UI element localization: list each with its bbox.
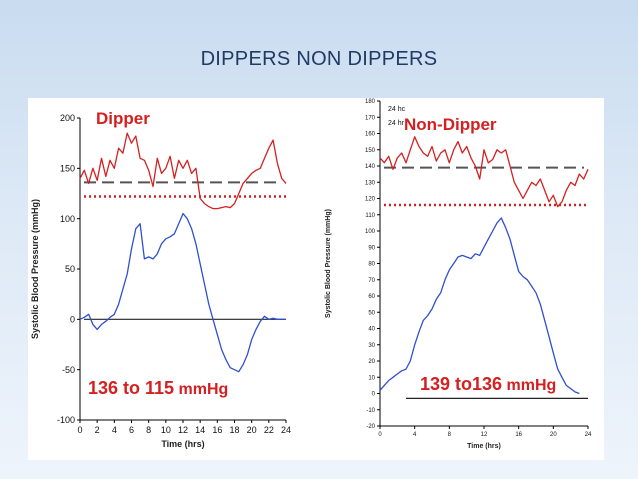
y-tick-label: 50: [65, 264, 75, 274]
y-tick-label: 150: [60, 163, 75, 173]
lower-series-line: [379, 217, 580, 395]
y-tick-label: 0: [372, 392, 376, 398]
x-tick-label: 14: [195, 425, 205, 435]
x-tick-label: 8: [146, 425, 151, 435]
x-tick-label: 6: [129, 425, 134, 435]
y-tick-label: 150: [365, 148, 376, 154]
legend-fragment: 24 hr: [388, 120, 405, 127]
y-tick-label: 20: [368, 359, 375, 365]
y-tick-label: -10: [366, 408, 375, 414]
y-tick-label: 170: [365, 115, 376, 121]
x-axis-title: Time (hrs): [467, 443, 501, 450]
bp-change-unit: mmHg: [502, 377, 556, 394]
x-tick-label: 4: [413, 432, 417, 438]
x-tick-label: 24: [585, 432, 592, 438]
x-tick-label: 24: [281, 425, 291, 435]
bp-change-unit: mmHg: [174, 381, 228, 398]
chart-label: Dipper: [96, 109, 150, 128]
x-tick-label: 4: [112, 425, 117, 435]
x-tick-label: 2: [95, 425, 100, 435]
y-tick-label: 180: [365, 99, 376, 105]
y-tick-label: -20: [366, 424, 375, 430]
y-tick-label: 200: [60, 113, 75, 123]
y-tick-label: 140: [365, 164, 376, 170]
x-tick-label: 12: [178, 425, 188, 435]
y-tick-label: -50: [62, 365, 75, 375]
chart-figure: -100 -50 0 50 100 150 200 0 2 4 6 8 10 12 14 16 18 20 22 24…: [28, 98, 604, 460]
y-tick-label: 10: [368, 375, 375, 381]
y-tick-label: 40: [368, 327, 375, 333]
x-tick-label: 22: [264, 425, 274, 435]
y-tick-label: 160: [365, 132, 376, 138]
y-tick-label: 60: [368, 294, 375, 300]
chart-panel-non-dipper: -20-100102030405060708090100110120130140…: [325, 99, 592, 450]
x-tick-label: 16: [515, 432, 522, 438]
y-tick-label: -100: [57, 415, 75, 425]
systolic-series-line: [79, 132, 287, 210]
bp-change-annotation: 136 to 115 mmHg: [88, 378, 228, 398]
x-tick-label: 8: [448, 432, 452, 438]
y-tick-label: 120: [365, 197, 376, 203]
systolic-series-line: [379, 136, 589, 208]
bp-change-value: 139 to136: [420, 374, 502, 394]
y-tick-label: 0: [70, 314, 75, 324]
bp-change-value: 136 to 115: [88, 378, 174, 398]
x-tick-label: 20: [550, 432, 557, 438]
y-tick-label: 100: [365, 229, 376, 235]
y-tick-label: 130: [365, 180, 376, 186]
lower-series-line: [79, 212, 286, 373]
y-axis-title: Systolic Blood Pressure (mmHg): [325, 209, 332, 318]
x-axis-title: Time (hrs): [161, 439, 204, 449]
legend-fragment: 24 hc: [388, 106, 406, 113]
x-tick-label: 18: [229, 425, 239, 435]
x-tick-label: 0: [77, 425, 82, 435]
y-tick-label: 30: [368, 343, 375, 349]
x-tick-label: 12: [481, 432, 488, 438]
y-tick-label: 90: [368, 245, 375, 251]
y-tick-label: 50: [368, 310, 375, 316]
y-axis-title: Systolic Blood Pressure (mmHg): [30, 199, 40, 339]
bp-change-annotation: 139 to136 mmHg: [420, 374, 556, 394]
chart-label: Non-Dipper: [404, 115, 497, 134]
x-tick-label: 0: [378, 432, 382, 438]
x-tick-label: 16: [212, 425, 222, 435]
x-tick-label: 20: [247, 425, 257, 435]
y-tick-label: 110: [365, 213, 375, 219]
y-tick-label: 70: [368, 278, 375, 284]
x-tick-label: 10: [161, 425, 171, 435]
y-tick-label: 100: [60, 214, 75, 224]
y-tick-label: 80: [368, 262, 375, 268]
slide-title: DIPPERS NON DIPPERS: [200, 48, 438, 70]
